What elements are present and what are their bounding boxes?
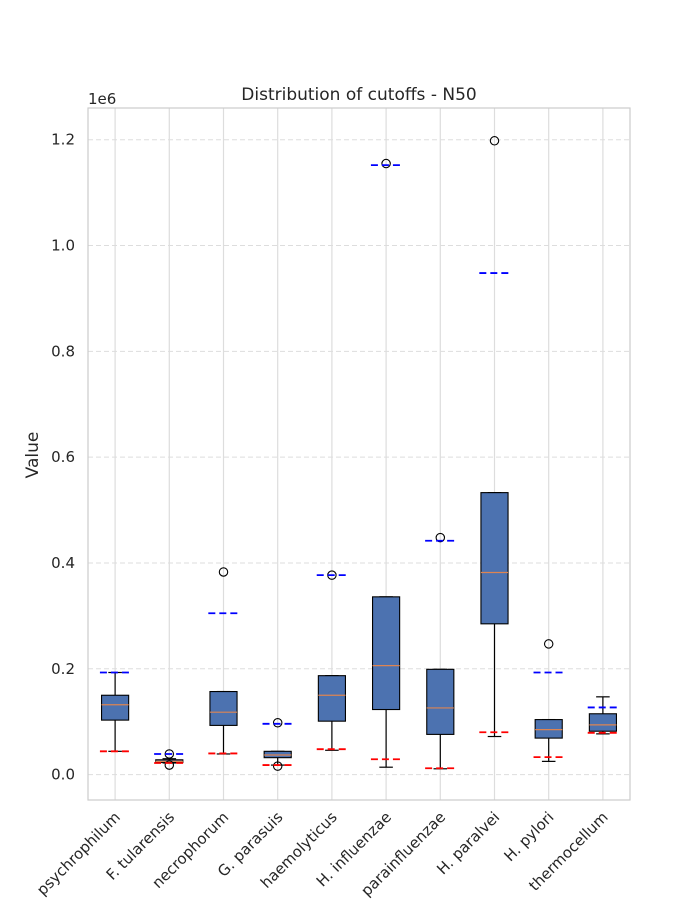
y-tick-label: 0.2 [51,660,75,678]
outlier-point [327,570,337,580]
iqr-box [426,668,455,735]
iqr-box [534,719,563,739]
y-tick-label: 0.6 [51,448,75,466]
outlier-point [272,718,283,728]
y-tick-label: 0.4 [51,554,75,572]
iqr-box [101,694,130,721]
x-tick-label: psychrophilum [33,808,124,899]
axes-frame [87,107,631,801]
y-tick-label: 0.8 [51,342,75,360]
outlier-point [164,749,175,759]
box-group [99,671,131,753]
outlier-point [489,136,500,146]
y-tick-labels: 0.0 0.2 0.4 0.6 0.8 1.0 1.2 [51,131,75,784]
plot-area [99,136,619,771]
box-group [370,158,402,768]
outlier-point [435,532,446,543]
box-group [262,718,293,771]
chart-title: Distribution of cutoffs - N50 [241,85,476,105]
y-tick-label: 1.0 [51,237,75,255]
box-group [154,749,185,770]
outlier-point [381,158,391,169]
iqr-box [317,675,347,722]
box-group [587,696,619,735]
outlier-point [218,567,229,577]
grid-lines [88,108,630,800]
iqr-box [480,492,509,625]
outlier-point [272,761,283,771]
box-group [208,567,239,755]
outlier-point [543,639,554,649]
box-group [425,532,456,770]
box-group [316,570,348,751]
y-tick-label: 1.2 [51,131,75,149]
y-axis-label: Value [23,432,43,479]
y-offset-label: 1e6 [88,90,116,108]
y-tick-label: 0.0 [51,766,75,784]
outlier-point [164,760,175,770]
iqr-box [371,596,401,711]
box-group [479,136,510,738]
iqr-box [209,690,238,726]
iqr-box [588,713,617,732]
box-group [533,639,564,762]
x-tick-label: H. pylori [501,808,558,865]
